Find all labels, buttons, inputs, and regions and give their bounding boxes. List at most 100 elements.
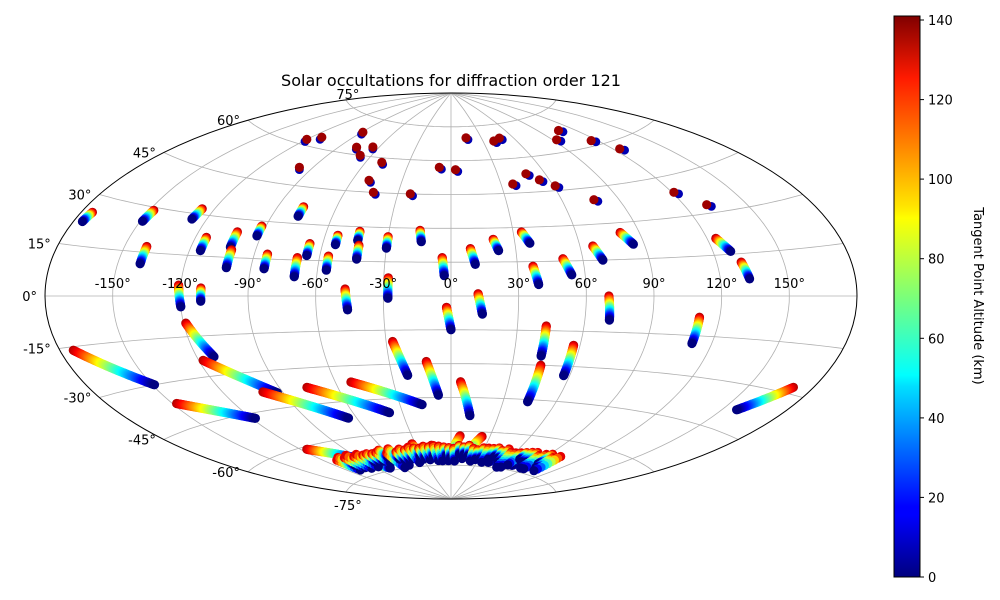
occultation-point — [209, 352, 219, 362]
occultation-point — [317, 132, 327, 142]
occultation-point — [294, 162, 304, 172]
occultation-point — [352, 254, 362, 264]
occultation-point — [343, 305, 353, 315]
occultation-point — [525, 238, 535, 248]
parallel-line — [345, 99, 557, 128]
occultation-point — [250, 413, 260, 423]
parallel-line — [247, 119, 655, 162]
occultation-point — [403, 370, 413, 380]
parallel-line — [99, 363, 803, 398]
occultation-point — [745, 274, 755, 284]
occultation-point — [293, 211, 303, 221]
occultation-point — [137, 216, 148, 226]
parallel-line — [99, 194, 803, 229]
parallel-line — [163, 152, 739, 195]
longitude-tick-label: 30° — [507, 277, 530, 292]
occultation-point — [702, 200, 712, 210]
occultation-point — [519, 464, 529, 474]
occultation-point — [494, 133, 504, 143]
colorbar-tick-label: 120 — [928, 94, 953, 109]
occultation-point — [529, 466, 539, 476]
occultation-point — [470, 259, 480, 269]
latitude-tick-label: 0° — [22, 290, 37, 305]
occultation-point — [559, 371, 569, 381]
occultation-point — [434, 162, 444, 172]
occultation-point — [567, 270, 577, 280]
occultation-point — [302, 250, 312, 261]
occultation-point — [550, 181, 560, 191]
longitude-tick-label: -90° — [234, 277, 262, 292]
occultation-point — [433, 390, 443, 400]
occultation-point — [615, 144, 625, 154]
longitude-tick-labels: -150° -120° -90° -60° -30° 0° 30° 60° 90° 120° 150… — [95, 277, 805, 292]
longitude-tick-label: 60° — [575, 277, 598, 292]
occultation-point — [352, 142, 362, 152]
occultation-point — [135, 259, 145, 269]
colorbar-tick-label: 20 — [928, 491, 945, 506]
colorbar-label: Tangent Point Altitude (km) — [970, 206, 985, 384]
occultation-point — [416, 237, 426, 247]
colorbar-tick-label: 140 — [928, 14, 953, 29]
longitude-tick-label: -60° — [302, 277, 330, 292]
occultation-point — [446, 325, 456, 335]
occultation-point — [449, 456, 460, 466]
occultation-point — [381, 243, 391, 253]
occultation-point — [726, 246, 736, 256]
occultation-point — [364, 175, 374, 185]
colorbar-gradient — [893, 15, 921, 578]
occultation-point — [355, 150, 365, 160]
map-boundary — [44, 92, 858, 500]
longitude-tick-label: 0° — [444, 277, 459, 292]
occultation-point — [461, 133, 471, 143]
occultation-point — [368, 187, 378, 197]
longitude-tick-label: -30° — [369, 277, 397, 292]
occultation-point — [368, 142, 378, 152]
occultation-point — [439, 271, 449, 281]
parallel-line — [345, 464, 557, 493]
occultation-point — [77, 216, 87, 227]
colorbar-tick-label: 100 — [928, 173, 953, 188]
occultation-point — [450, 165, 461, 175]
occultation-point — [465, 411, 475, 421]
parallel-line — [247, 430, 655, 473]
occultation-point — [687, 338, 697, 349]
longitude-tick-label: 150° — [774, 277, 805, 292]
occultation-point — [259, 264, 269, 274]
occultation-point — [417, 400, 427, 410]
occultation-point — [384, 408, 395, 418]
latitude-tick-labels: 75° 60° 45° 30° 15° 0° -15° -30° -45° -60° -75° — [22, 88, 362, 514]
occultation-point — [628, 239, 639, 249]
occultation-point — [252, 231, 262, 241]
occultation-point — [494, 246, 504, 256]
latitude-tick-label: 45° — [133, 147, 156, 162]
occultation-point — [553, 125, 564, 136]
parallel-line — [58, 243, 844, 263]
occultation-point — [302, 134, 312, 144]
occultation-point — [598, 255, 608, 265]
colorbar-tick-label: 40 — [928, 412, 945, 427]
latitude-tick-label: -30° — [64, 392, 92, 407]
occultation-point — [552, 135, 562, 145]
occultation-point — [330, 240, 340, 250]
occultation-point — [521, 169, 531, 179]
occultation-point — [196, 296, 206, 306]
occultation-point — [358, 127, 368, 137]
chart-title: Solar occultations for diffraction order… — [281, 71, 621, 90]
latitude-tick-label: 75° — [336, 88, 359, 103]
occultation-point — [321, 265, 331, 275]
occultation-point — [289, 272, 299, 282]
occultation-point — [523, 397, 533, 407]
occultation-point — [732, 405, 742, 415]
occultation-point — [589, 195, 599, 205]
latitude-tick-label: -45° — [128, 434, 156, 449]
latitude-tick-label: 60° — [217, 114, 240, 129]
occultation-point — [149, 380, 160, 390]
colorbar-tick-label: 60 — [928, 332, 945, 347]
latitude-tick-label: -15° — [23, 343, 51, 358]
colorbar: 0 20 40 60 80 100 120 140 Tangent Point Altitud… — [893, 14, 985, 586]
occultation-point — [604, 315, 615, 325]
occultation-point — [400, 463, 410, 473]
colorbar-ticks: 0 20 40 60 80 100 120 140 — [920, 14, 953, 586]
occultation-point — [405, 189, 415, 199]
occultation-point — [669, 187, 679, 197]
